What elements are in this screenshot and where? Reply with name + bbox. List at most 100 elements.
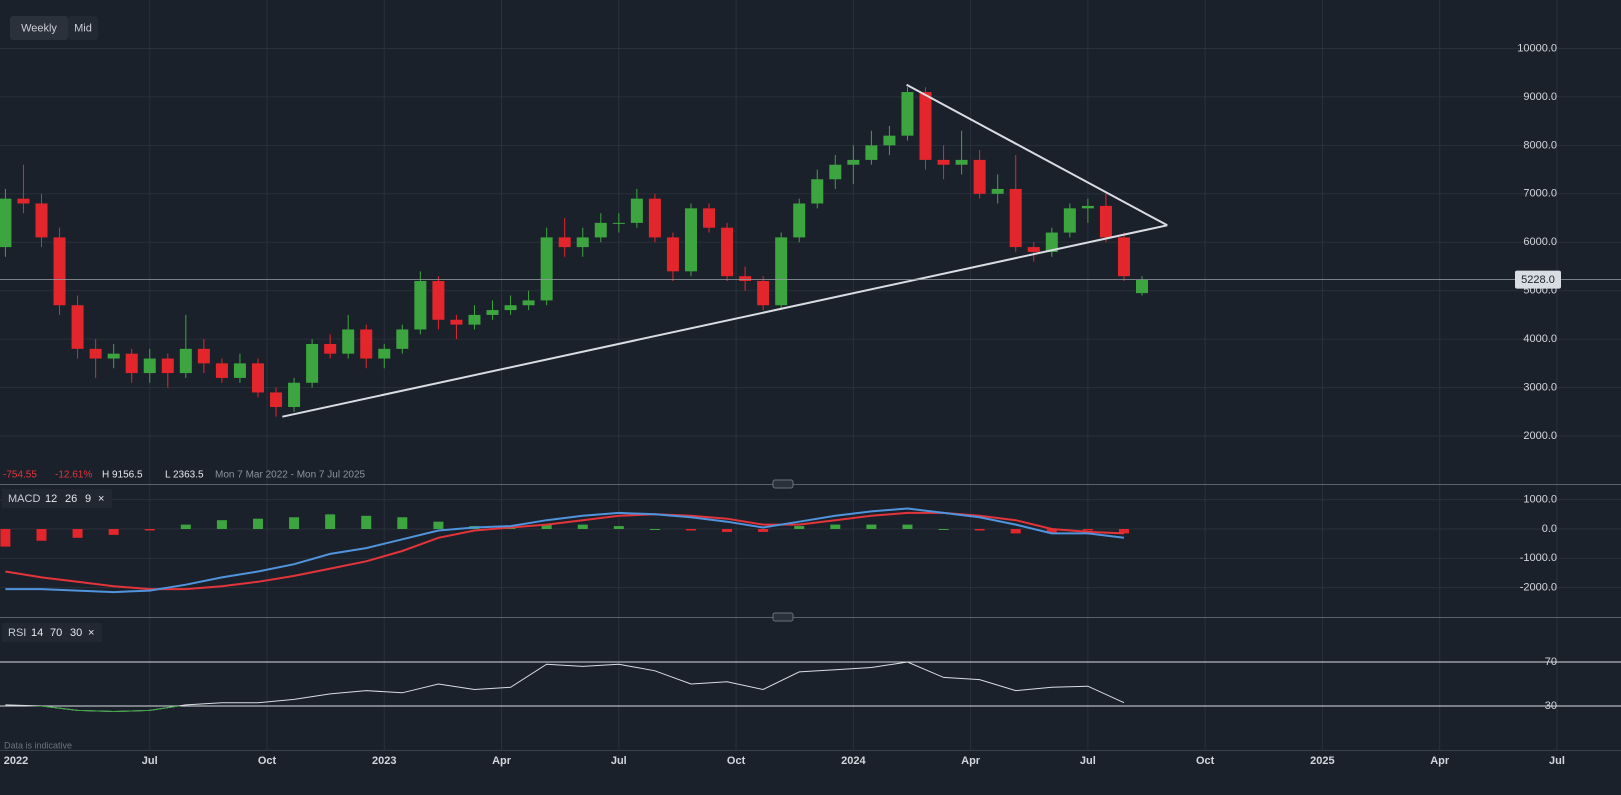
indicator-close[interactable]: × [88,627,94,639]
candle-body [107,353,120,359]
macd-line [5,507,1125,594]
x-tick-label: Oct [1196,755,1215,767]
candle-body [486,310,499,315]
candle-body [360,329,373,359]
candle-body [991,188,1004,194]
x-tick-label: Jul [1549,755,1565,767]
candle-body [811,179,824,204]
histogram-bar [36,529,47,541]
trend-line [282,224,1168,418]
histogram-bar [577,524,588,529]
x-tick-label: Oct [258,755,277,767]
marks [0,83,1621,713]
change-pct: -12.61% [55,470,92,481]
period-high: H 9156.5 [102,470,143,481]
trend-line [906,83,1168,227]
candle-body [937,159,950,165]
indicator-header [2,489,112,508]
candle-body [161,358,174,374]
histogram-bar [902,524,913,529]
candle-body [703,208,716,228]
histogram-bar [1118,529,1129,534]
histogram-bar [758,529,769,532]
candle-body [1136,279,1149,294]
candle-body [342,329,355,354]
candle-body [251,363,264,393]
y-tick-label: 70 [1545,656,1557,668]
candle-body [1117,237,1130,277]
x-tick-label: Apr [1430,755,1450,767]
indicator-title: RSI [8,627,26,639]
candle-body [1099,205,1112,238]
candle-body [919,92,932,160]
candle-body [1027,247,1040,252]
candle-body [576,237,589,248]
candle-body [143,358,156,374]
x-tick-label: 2024 [841,755,866,767]
panel-handle[interactable] [772,612,794,622]
candle-body [215,363,228,378]
candle-body [558,237,571,248]
histogram-bar [866,524,877,529]
histogram-bar [289,517,300,529]
candle-body [666,237,679,272]
indicator-title: MACD [8,493,40,505]
period-low: L 2363.5 [165,470,204,481]
histogram-bar [397,517,408,529]
indicator-param: 30 [70,627,82,639]
y-tick-label: 1000.0 [1523,494,1557,506]
candle-body [35,203,48,238]
panel-handle[interactable] [772,479,794,489]
histogram-bar [722,529,733,532]
candle-body [53,237,66,306]
candle-body [829,164,842,180]
price-mode-button[interactable] [68,16,98,40]
candle-body [684,208,697,272]
histogram-bar [0,529,11,547]
y-tick-label: 9000.0 [1523,91,1557,103]
histogram-bar [541,524,552,529]
candle-body [324,343,337,354]
candle-body [630,198,643,223]
y-tick-label: 30 [1545,700,1557,712]
x-tick-label: Apr [492,755,512,767]
candle-body [450,319,463,325]
candle-body [306,343,319,383]
candle-body [504,305,517,311]
indicator-header [2,623,102,642]
histogram-bar [1046,529,1057,534]
candle-body [396,329,409,349]
candle-body [179,348,192,374]
interval-button[interactable] [10,16,68,40]
histogram-bar [108,529,119,535]
y-tick-label: -1000.0 [1520,552,1557,564]
histogram-bar [649,529,660,530]
last-price-box [1515,270,1561,289]
histogram-bar [938,529,949,530]
candle-body [1081,205,1094,209]
candle-body [432,281,445,320]
candle-body [865,145,878,160]
grid [0,0,1621,750]
rsi-line [5,661,1125,713]
histogram-bar [180,524,191,529]
histogram-bar [325,514,336,529]
last-price-label: 5228.0 [1521,274,1555,286]
y-tick-label: 2000.0 [1523,430,1557,442]
candle-body [1009,188,1022,248]
x-tick-label: Jul [142,755,158,767]
indicator-param: 9 [85,493,91,505]
x-tick-label: 2023 [372,755,396,767]
price-mode-label: Mid [74,22,92,34]
candle-body [955,159,968,165]
candle-body [540,237,553,301]
candle-body [414,281,427,330]
x-tick-label: Apr [961,755,981,767]
indicator-close[interactable]: × [98,493,104,505]
candle-body [775,237,788,306]
candle-body [883,135,896,146]
candle-body [0,198,12,248]
y-tick-label: 0.0 [1542,523,1557,535]
indicator-param: 12 [45,493,57,505]
